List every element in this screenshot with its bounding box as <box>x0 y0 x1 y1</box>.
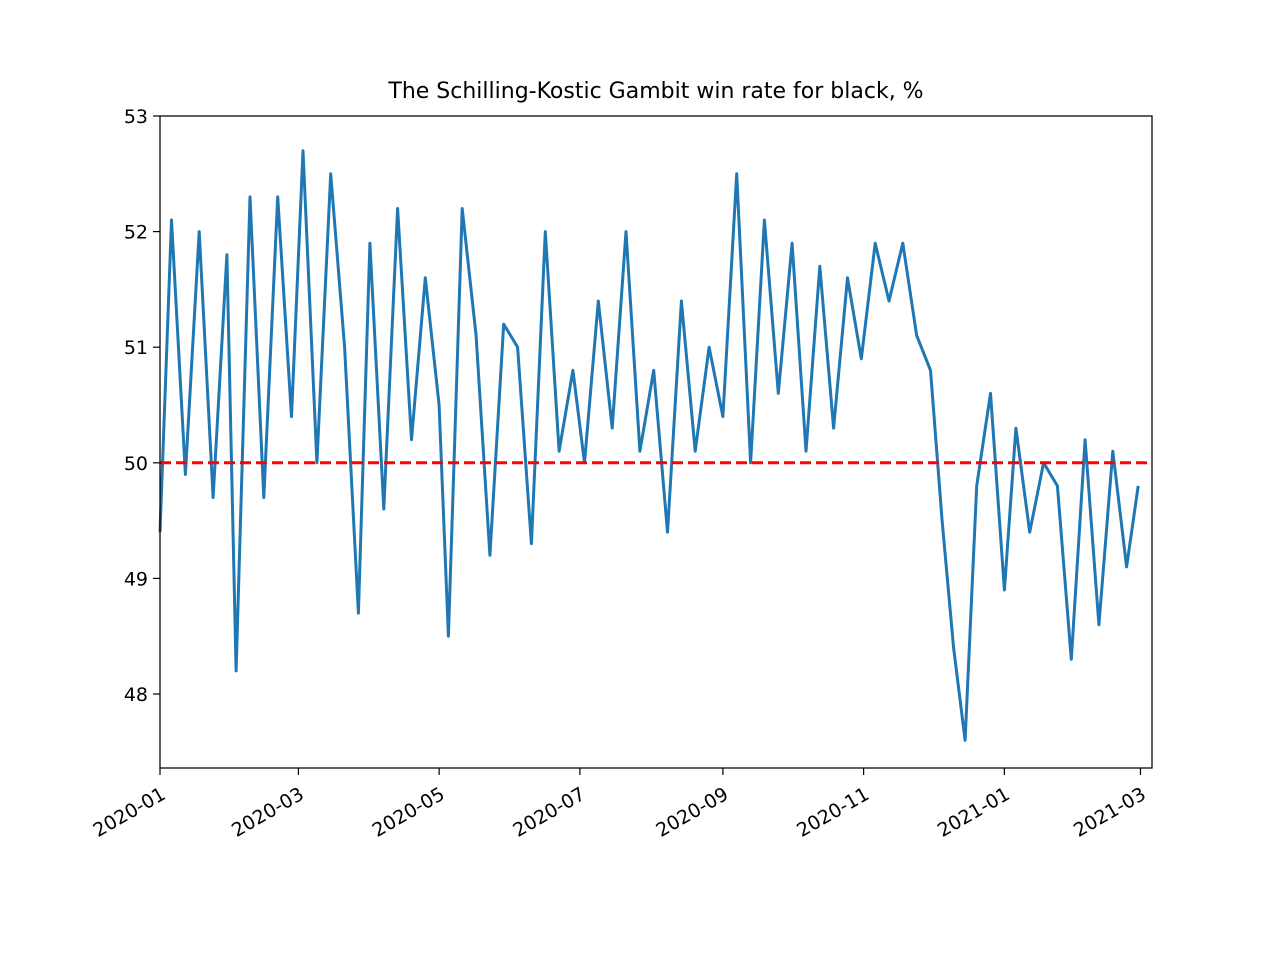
plot-area <box>158 149 1152 742</box>
axes-frame <box>159 115 1153 769</box>
y-axis: 48 49 50 51 52 53 <box>124 106 160 706</box>
chart-title: The Schilling-Kostic Gambit win rate for… <box>387 79 923 104</box>
y-tick-label: 50 <box>124 453 148 475</box>
x-tick-label: 2021-03 <box>1070 783 1150 842</box>
x-tick-label: 2020-09 <box>652 783 732 842</box>
x-tick-label: 2020-07 <box>509 783 589 842</box>
y-tick-label: 53 <box>124 106 148 128</box>
x-tick-label: 2021-01 <box>934 783 1014 842</box>
y-tick-label: 48 <box>124 684 148 706</box>
series-line-0 <box>158 149 1140 742</box>
x-tick-label: 2020-03 <box>228 783 308 842</box>
x-tick-label: 2020-05 <box>369 783 449 842</box>
y-tick-label: 51 <box>124 337 148 359</box>
x-tick-label: 2020-11 <box>793 783 873 842</box>
x-axis: 2020-01 2020-03 2020-05 2020-07 2020-09 2020-… <box>90 768 1150 842</box>
y-tick-label: 52 <box>124 222 148 244</box>
y-tick-label: 49 <box>124 568 148 590</box>
x-tick-label: 2020-01 <box>90 783 170 842</box>
